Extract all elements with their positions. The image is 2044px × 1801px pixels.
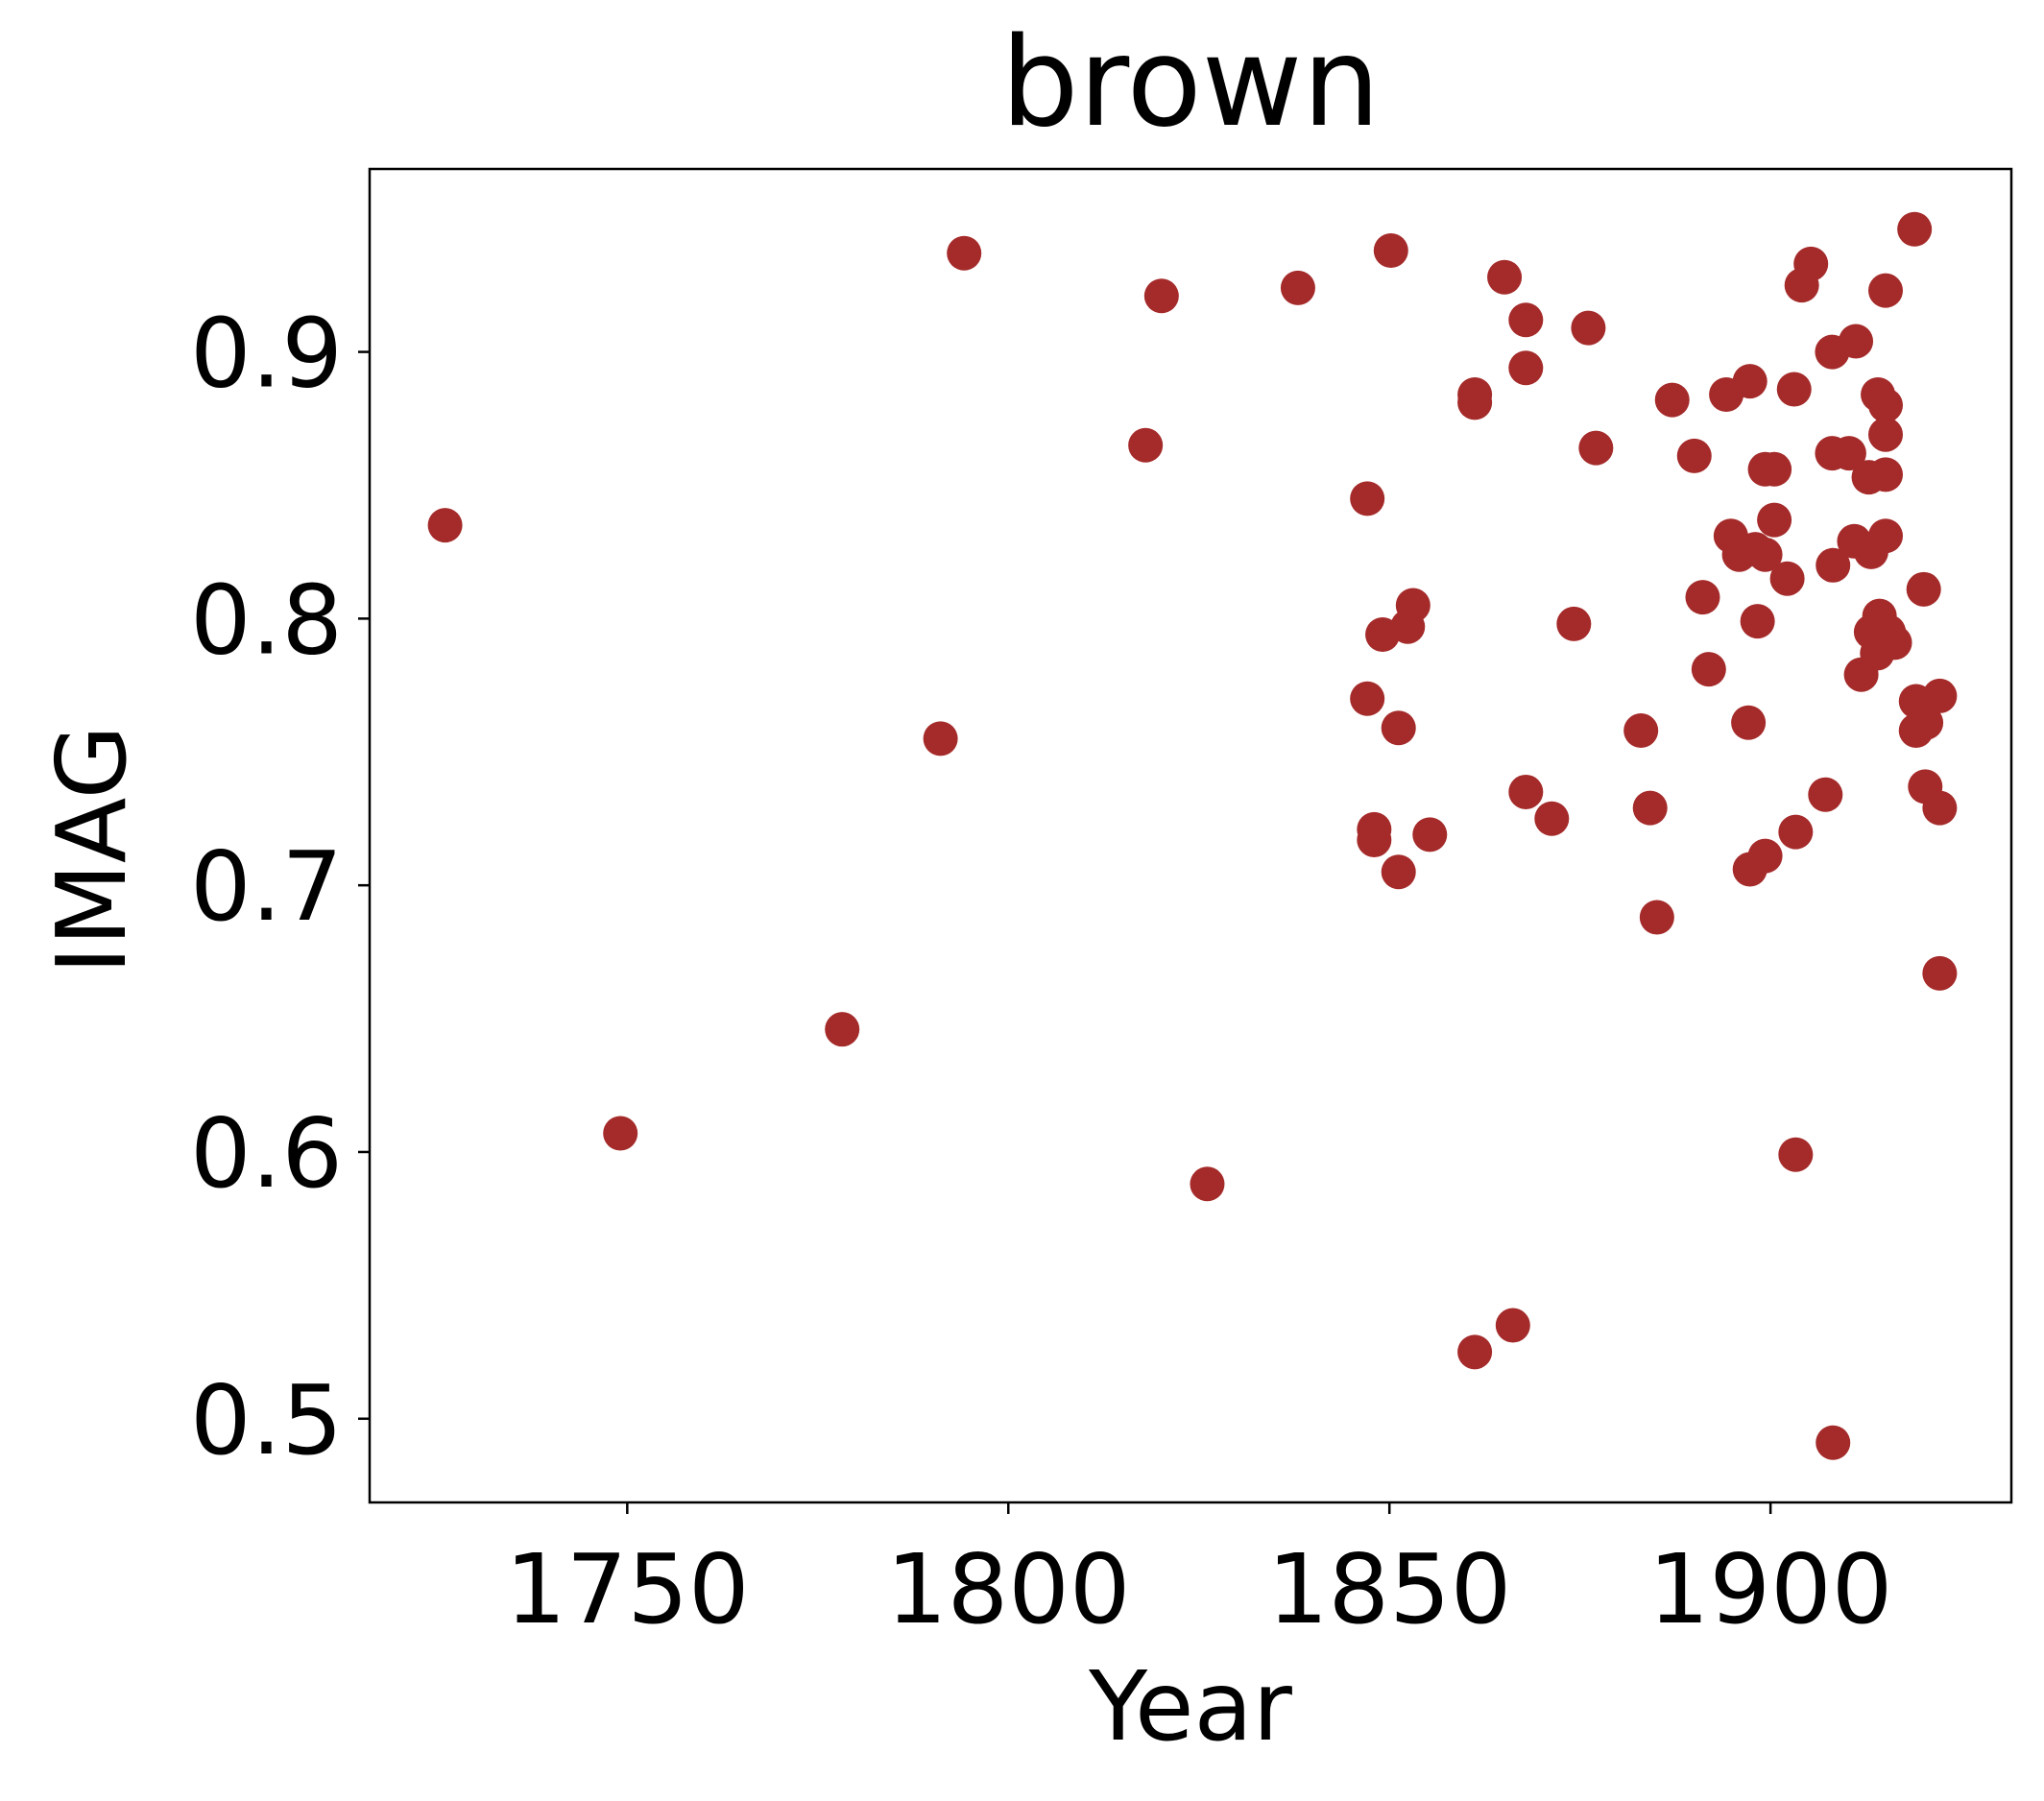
point [427, 508, 463, 543]
point [1747, 838, 1783, 874]
point [1623, 713, 1659, 749]
chart-title: brown [1000, 12, 1380, 155]
point [1632, 790, 1668, 826]
point [1868, 518, 1904, 554]
x-tick-label: 1850 [1267, 1533, 1512, 1645]
point [1877, 625, 1912, 660]
point [1350, 481, 1385, 516]
point [1654, 382, 1690, 418]
point [923, 721, 958, 756]
point [947, 235, 982, 271]
point [1909, 705, 1944, 740]
point [1571, 310, 1606, 346]
point [1778, 1137, 1814, 1172]
point [1816, 1425, 1851, 1460]
point [1808, 777, 1843, 812]
point [1457, 385, 1493, 420]
point [1816, 547, 1851, 583]
point [1740, 604, 1775, 639]
point [1839, 324, 1874, 359]
point [1128, 427, 1164, 463]
point [1757, 451, 1792, 487]
point [1831, 436, 1866, 471]
point [1922, 955, 1958, 991]
point [1868, 417, 1904, 452]
point [1143, 278, 1179, 314]
point [1868, 388, 1904, 423]
point [1922, 790, 1958, 826]
point [1190, 1166, 1225, 1202]
x-axis-label: Year [1088, 1650, 1293, 1763]
point [825, 1012, 860, 1047]
point [1534, 801, 1570, 836]
y-axis-label: IMAG [36, 725, 148, 974]
point [1793, 246, 1829, 281]
point [1769, 561, 1805, 596]
point [1897, 211, 1933, 247]
point [1508, 350, 1544, 386]
y-tick-label: 0.9 [190, 298, 343, 410]
y-tick-label: 0.5 [190, 1364, 343, 1477]
point [1381, 710, 1416, 746]
point [1495, 1308, 1530, 1343]
point [1412, 817, 1448, 852]
point [1508, 774, 1544, 809]
point [1685, 580, 1720, 615]
point [1381, 854, 1416, 890]
point [1776, 372, 1812, 407]
point [1922, 678, 1958, 713]
x-tick-label: 1750 [505, 1533, 750, 1645]
y-tick-label: 0.6 [190, 1097, 343, 1210]
point [1691, 652, 1726, 687]
point [603, 1116, 638, 1151]
point [1731, 705, 1767, 740]
point [1350, 681, 1385, 716]
point [1357, 822, 1392, 857]
point [1676, 438, 1712, 473]
point [1578, 430, 1614, 466]
point [1457, 1334, 1493, 1370]
point [1556, 606, 1592, 641]
point [1487, 259, 1523, 295]
point [1395, 588, 1431, 623]
point [1757, 502, 1792, 538]
point [1280, 270, 1315, 305]
point [1732, 364, 1767, 399]
point [1373, 233, 1408, 269]
point [1778, 814, 1814, 850]
y-tick-label: 0.7 [190, 830, 343, 943]
point [1868, 273, 1904, 308]
point [1639, 900, 1674, 935]
x-tick-label: 1800 [886, 1533, 1131, 1645]
x-tick-label: 1900 [1648, 1533, 1893, 1645]
point [1868, 457, 1904, 492]
point [1906, 571, 1941, 607]
point [1508, 302, 1544, 338]
plot-frame [368, 167, 2013, 1504]
point [1747, 537, 1783, 572]
y-tick-label: 0.8 [190, 564, 343, 676]
